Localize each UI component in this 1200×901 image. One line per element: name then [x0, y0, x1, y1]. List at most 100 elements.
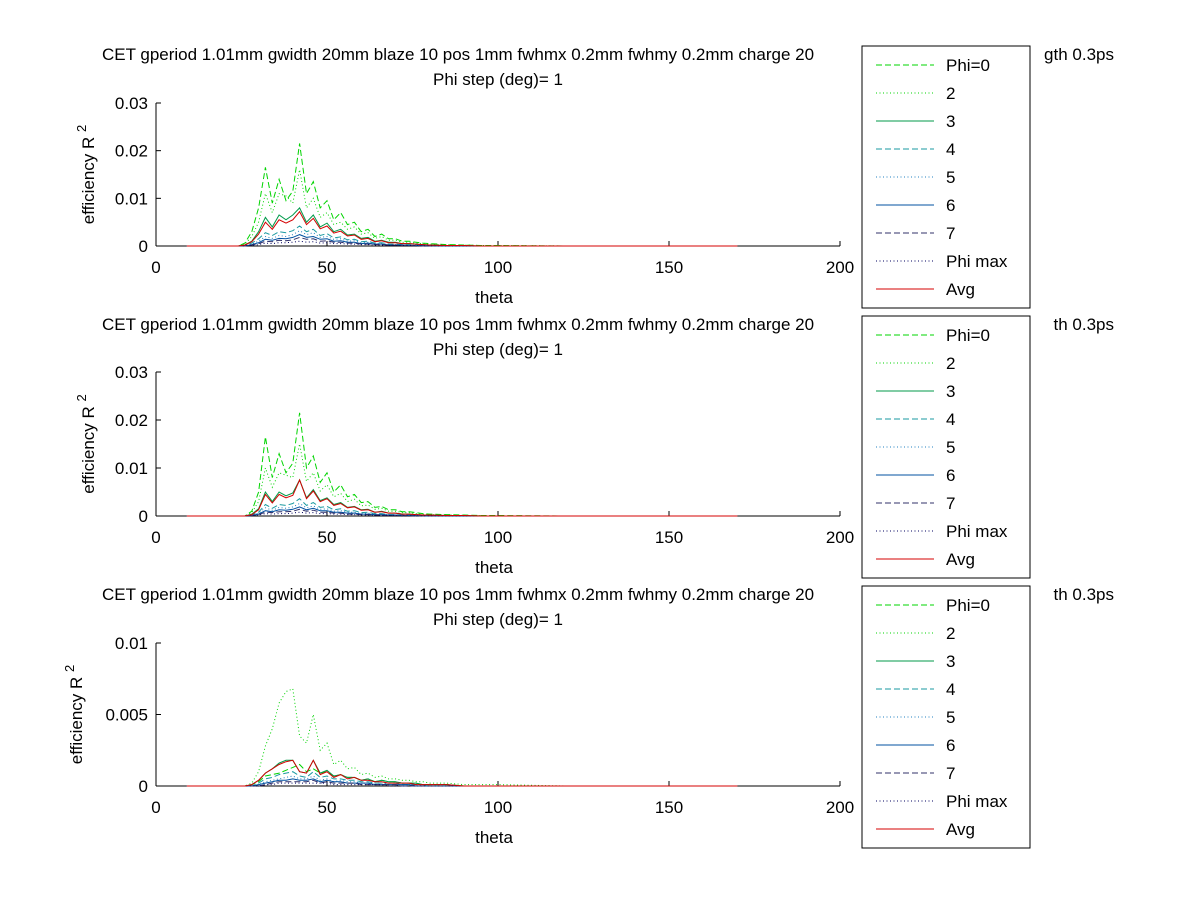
- legend-label: Phi=0: [946, 56, 990, 75]
- legend: Phi=0 2 3 4 5 6 7 Phi max Avg: [861, 585, 1031, 849]
- x-tick-label: 50: [318, 798, 337, 817]
- legend-label: 7: [946, 224, 955, 243]
- series-line-2: [186, 688, 738, 787]
- series-line-4: [186, 225, 738, 247]
- chart-subtitle: Phi step (deg)= 1: [433, 340, 563, 359]
- y-tick-label: 0: [139, 777, 148, 796]
- y-tick-label: 0.01: [115, 459, 148, 478]
- x-axis-label: theta: [475, 558, 513, 577]
- x-tick-label: 50: [318, 528, 337, 547]
- y-tick-label: 0.01: [115, 189, 148, 208]
- legend-label: Avg: [946, 550, 975, 569]
- y-tick-label: 0.02: [115, 142, 148, 161]
- series-line-6: [186, 234, 738, 247]
- legend-label: 4: [946, 410, 955, 429]
- series-line-3: [186, 478, 738, 517]
- legend-label: Avg: [946, 280, 975, 299]
- legend-label: 7: [946, 764, 955, 783]
- y-axis-label: efficiency R 2: [74, 394, 98, 494]
- chart-title: CET gperiod 1.01mm gwidth 20mm blaze 10 …: [102, 585, 814, 604]
- legend-label: 2: [946, 84, 955, 103]
- series-line-5: [186, 502, 738, 517]
- legend-label: 3: [946, 382, 955, 401]
- y-tick-label: 0.03: [115, 363, 148, 382]
- legend-label: 5: [946, 168, 955, 187]
- x-tick-label: 200: [826, 798, 854, 817]
- legend-label: Phi max: [946, 792, 1008, 811]
- legend-label: Phi max: [946, 252, 1008, 271]
- x-tick-label: 0: [151, 528, 160, 547]
- chart-subtitle: Phi step (deg)= 1: [433, 610, 563, 629]
- x-tick-label: 200: [826, 528, 854, 547]
- y-axis-label-exponent: 2: [62, 665, 77, 672]
- legend-label: 5: [946, 708, 955, 727]
- chart-panel-1: CET gperiod 1.01mm gwidth 20mm blaze 10 …: [74, 45, 1114, 309]
- series-line-6: [186, 506, 738, 517]
- x-tick-label: 100: [484, 258, 512, 277]
- legend-label: Phi=0: [946, 326, 990, 345]
- legend-label: Phi max: [946, 522, 1008, 541]
- legend-label: 3: [946, 652, 955, 671]
- series-line-8: [186, 240, 738, 247]
- chart-title: CET gperiod 1.01mm gwidth 20mm blaze 10 …: [102, 315, 814, 334]
- series-line-7: [186, 779, 738, 787]
- chart-title-tail: th 0.3ps: [1054, 585, 1115, 604]
- chart-subtitle: Phi step (deg)= 1: [433, 70, 563, 89]
- legend-label: 5: [946, 438, 955, 457]
- legend-label: Avg: [946, 820, 975, 839]
- x-tick-label: 100: [484, 528, 512, 547]
- x-tick-label: 0: [151, 798, 160, 817]
- series-line-8: [186, 782, 738, 787]
- legend-label: 6: [946, 466, 955, 485]
- x-tick-label: 100: [484, 798, 512, 817]
- y-tick-label: 0.01: [115, 634, 148, 653]
- y-tick-label: 0.03: [115, 94, 148, 113]
- series-line-5: [186, 775, 738, 787]
- y-axis-label: efficiency R 2: [74, 125, 98, 225]
- legend-label: Phi=0: [946, 596, 990, 615]
- chart-title-tail: gth 0.3ps: [1044, 45, 1114, 64]
- legend: Phi=0 2 3 4 5 6 7 Phi max Avg: [861, 45, 1031, 309]
- x-axis-label: theta: [475, 288, 513, 307]
- y-axis-label-exponent: 2: [74, 125, 89, 132]
- x-tick-label: 150: [655, 258, 683, 277]
- legend-label: 2: [946, 624, 955, 643]
- series-line-9: [186, 478, 738, 517]
- series-line-4: [186, 771, 738, 787]
- series-line-2: [186, 169, 738, 247]
- legend-label: 7: [946, 494, 955, 513]
- series-line-9: [186, 210, 738, 247]
- y-tick-label: 0: [139, 507, 148, 526]
- legend: Phi=0 2 3 4 5 6 7 Phi max Avg: [861, 315, 1031, 579]
- x-tick-label: 150: [655, 528, 683, 547]
- x-tick-label: 0: [151, 258, 160, 277]
- y-tick-label: 0.005: [105, 706, 148, 725]
- x-tick-label: 50: [318, 258, 337, 277]
- series-line-8: [186, 511, 738, 517]
- legend-label: 4: [946, 140, 955, 159]
- series-line-4: [186, 498, 738, 517]
- x-tick-label: 150: [655, 798, 683, 817]
- series-line-2: [186, 443, 738, 517]
- chart-panel-2: CET gperiod 1.01mm gwidth 20mm blaze 10 …: [74, 315, 1115, 579]
- y-tick-label: 0.02: [115, 411, 148, 430]
- series-line-5: [186, 230, 738, 247]
- series-line-9: [186, 759, 738, 787]
- legend-label: 2: [946, 354, 955, 373]
- legend-label: 6: [946, 736, 955, 755]
- x-tick-label: 200: [826, 258, 854, 277]
- legend-label: 6: [946, 196, 955, 215]
- chart-panel-3: CET gperiod 1.01mm gwidth 20mm blaze 10 …: [62, 585, 1115, 849]
- chart-title: CET gperiod 1.01mm gwidth 20mm blaze 10 …: [102, 45, 814, 64]
- y-axis-label: efficiency R 2: [62, 665, 86, 765]
- y-tick-label: 0: [139, 237, 148, 256]
- series-line-1: [186, 412, 738, 517]
- legend-label: 4: [946, 680, 955, 699]
- y-axis-label-exponent: 2: [74, 394, 89, 401]
- x-axis-label: theta: [475, 828, 513, 847]
- chart-title-tail: th 0.3ps: [1054, 315, 1115, 334]
- series-line-1: [186, 143, 738, 247]
- legend-label: 3: [946, 112, 955, 131]
- series-line-6: [186, 778, 738, 787]
